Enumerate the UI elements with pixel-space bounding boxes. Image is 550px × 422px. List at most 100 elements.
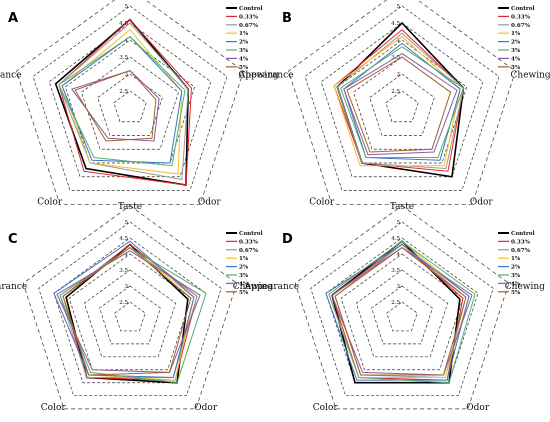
tick-label: 4 (397, 252, 401, 258)
tick-label: 4.5 (391, 21, 400, 27)
grid-ring (48, 22, 212, 178)
grid-ring-outer (16, 0, 244, 205)
tick-label: 3.5 (391, 268, 400, 274)
legend-label: 0.67% (511, 23, 531, 29)
legend-label: 0.33% (511, 14, 531, 20)
grid-ring (53, 237, 207, 384)
legend-label: 0.67% (239, 23, 259, 29)
series-line-control (331, 240, 461, 384)
series-line-3pct (58, 35, 186, 167)
tick-label: 3.5 (119, 268, 128, 274)
axis-label-odor: Odor (194, 403, 218, 413)
grid-ring (340, 253, 464, 371)
axis-label-appearance: Appearance (244, 282, 300, 292)
axis-label-appearance: Appearance (0, 282, 27, 292)
legend-label: 0.33% (511, 239, 531, 245)
axis-label-chewing: Chewing (511, 70, 550, 80)
series-line-5pct (346, 56, 452, 153)
legend-label: 3% (511, 48, 521, 54)
legend-label: 1% (511, 256, 521, 262)
tick-label: 3 (397, 72, 401, 78)
tick-label: 3 (397, 284, 401, 290)
tick-label: 3 (125, 72, 129, 78)
legend-label: 3% (239, 48, 249, 54)
legend-label: 5% (239, 65, 249, 71)
panel-letter: B (282, 11, 292, 26)
legend-label: 2% (239, 40, 249, 46)
legend-label: 5% (239, 290, 249, 296)
series-line-2pct (343, 42, 461, 161)
series-line-control (65, 243, 189, 384)
grid-ring (113, 90, 147, 123)
series-line-5pct (334, 246, 467, 376)
tick-label: 4.5 (119, 236, 128, 242)
radar-panel-a: A2.533.544.55TasteChewingOdorColorAppear… (0, 0, 279, 208)
series-line-4pct (331, 246, 473, 376)
grid-ring-outer (22, 205, 238, 410)
legend-label: 5% (511, 65, 521, 71)
radar-panel-d: D 2.5 3 3.5 4 4.5 5 Taste Chewing Odor Color Appear… (244, 202, 546, 413)
legend-label: Control (511, 6, 535, 12)
legend-label: 4% (239, 281, 249, 287)
tick-label: 5 (125, 4, 129, 10)
tick-label: 2.5 (119, 300, 128, 306)
tick-label: 2.5 (119, 89, 128, 95)
grid-ring (114, 301, 146, 332)
tick-label: 5 (125, 220, 129, 226)
tick-label: 4.5 (391, 236, 400, 242)
panel-letter: C (8, 232, 18, 247)
axis-label-chewing: Chewing (239, 70, 279, 80)
axis-label-color: Color (309, 198, 335, 208)
legend-label: Control (511, 231, 535, 237)
tick-label: 3 (125, 284, 129, 290)
legend-label: 3% (239, 273, 249, 279)
legend-label: 0.67% (239, 248, 259, 254)
tick-label: 5 (397, 4, 401, 10)
grid-ring (32, 5, 228, 191)
legend-label: 4% (239, 56, 249, 62)
tick-label: 2.5 (391, 89, 400, 95)
series-line-3pct (59, 247, 207, 384)
grid-ring (385, 90, 419, 123)
tick-label: 4 (125, 252, 129, 258)
axis-label-color: Color (313, 403, 339, 413)
axis-label-taste: Taste (390, 202, 414, 212)
legend-label: 2% (511, 265, 521, 271)
panel-letter: D (282, 232, 293, 247)
axis-label-chewing: Chewing (233, 282, 273, 292)
legend-label: Control (239, 6, 263, 12)
series-line-5pct (62, 246, 192, 376)
grid-ring (97, 73, 163, 136)
tick-label: 4 (125, 38, 129, 44)
legend-label: 2% (511, 40, 521, 46)
radar-panel-c: C 2.5 3 3.5 4 4.5 5 Taste Chewing Odor Color Appear… (0, 202, 273, 413)
series-line-0-33pct (62, 243, 198, 381)
legend-label: 1% (239, 31, 249, 37)
series-line-4pct (343, 53, 458, 156)
series-line-0-33pct (331, 243, 464, 381)
panel-letter: A (8, 11, 18, 26)
grid-ring (320, 22, 484, 178)
axis-label-appearance: Appearance (238, 70, 294, 80)
axis-label-taste: Taste (118, 202, 142, 212)
series-line-0-67pct (58, 22, 189, 181)
radar-panel-b: B2.533.544.55TasteChewingOdorColorAppear… (238, 0, 550, 208)
legend-label: 1% (511, 31, 521, 37)
tick-label: 5 (397, 220, 401, 226)
legend-label: 1% (239, 256, 249, 262)
axis-label-odor: Odor (470, 198, 494, 208)
series-line-4pct (56, 250, 201, 373)
legend-label: 2% (239, 265, 249, 271)
axis-label-chewing: Chewing (505, 282, 545, 292)
axis-label-odor: Odor (198, 198, 222, 208)
grid-ring (38, 221, 222, 397)
grid-ring-outer (294, 205, 510, 410)
tick-label: 2.5 (391, 300, 400, 306)
grid-ring (83, 269, 177, 358)
legend-label: 5% (511, 290, 521, 296)
grid-ring (369, 73, 435, 136)
series-line-3pct (339, 46, 465, 159)
grid-ring (310, 221, 494, 397)
series-line-0-33pct (58, 18, 192, 186)
